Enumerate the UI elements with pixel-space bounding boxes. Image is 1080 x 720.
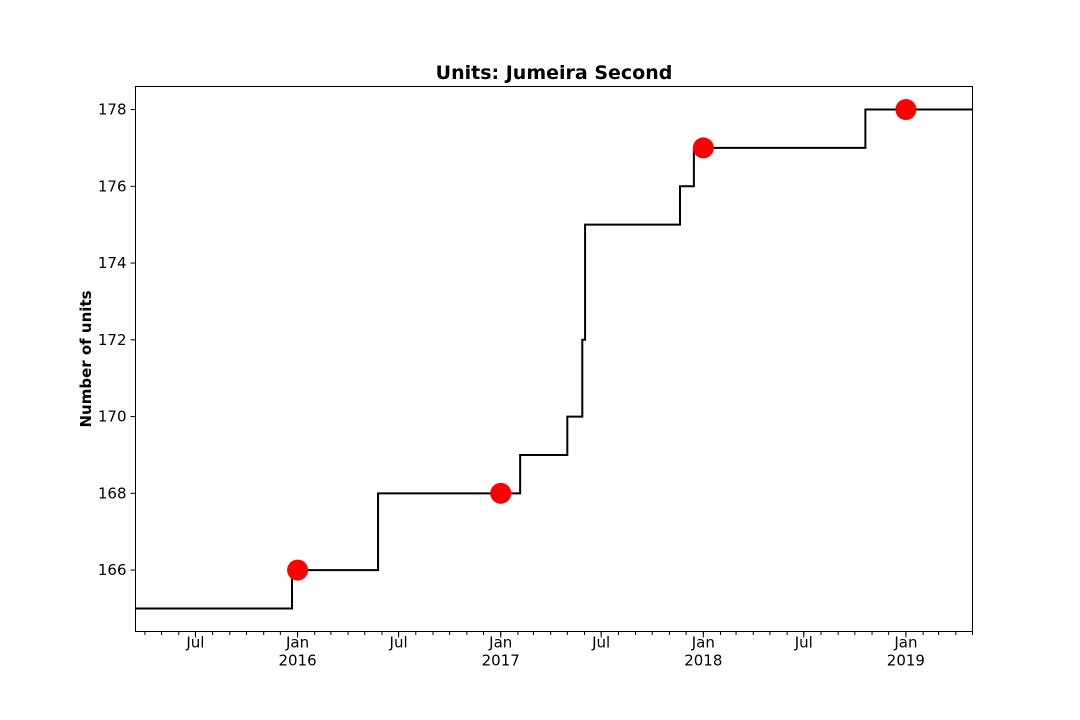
x-tick-label: Jan — [893, 634, 917, 652]
y-tick-label: 178 — [98, 101, 127, 119]
x-tick-year-label: 2016 — [278, 652, 316, 670]
marker-point — [490, 482, 512, 504]
x-tick-year-label: 2018 — [684, 652, 722, 670]
y-axis-label: Number of units — [77, 290, 95, 427]
y-tick-label: 168 — [98, 484, 127, 502]
y-tick-label: 172 — [98, 331, 127, 349]
x-tick-label: Jan — [488, 634, 512, 652]
x-tick-label: Jul — [185, 634, 204, 652]
x-tick-year-label: 2017 — [482, 652, 520, 670]
marker-point — [287, 559, 309, 581]
x-tick-label: Jul — [389, 634, 408, 652]
x-tick-label: Jul — [591, 634, 610, 652]
plot-area — [135, 99, 973, 610]
y-axis: 166 168 170 172 174 176 178 — [98, 101, 136, 579]
y-tick-label: 170 — [98, 408, 127, 426]
x-tick-label: Jan — [285, 634, 309, 652]
chart-title: Units: Jumeira Second — [436, 62, 673, 84]
y-tick-label: 176 — [98, 177, 127, 195]
x-tick-year-label: 2019 — [887, 652, 925, 670]
x-tick-label: Jan — [691, 634, 715, 652]
axes-frame — [135, 86, 973, 632]
x-tick-label: Jul — [794, 634, 813, 652]
marker-point — [692, 137, 714, 159]
y-tick-label: 166 — [98, 561, 127, 579]
y-tick-label: 174 — [98, 254, 127, 272]
series-line — [135, 108, 973, 610]
marker-point — [895, 99, 917, 121]
